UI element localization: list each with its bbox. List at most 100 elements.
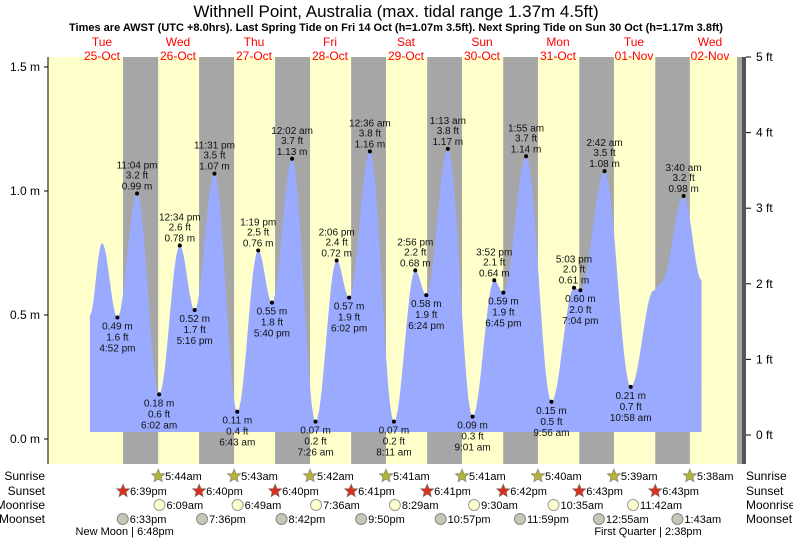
tide-time-label: 7:04 pm: [562, 316, 598, 327]
moonrise-row-label-right: Moonrise: [746, 498, 793, 512]
moonrise-icon: [153, 499, 166, 511]
tide-time-label: 1:13 am: [430, 116, 466, 127]
sunrise-time: 5:44am: [165, 471, 202, 483]
sunset-icon: [495, 483, 511, 498]
moonset-time: 12:55am: [606, 514, 649, 526]
tide-height-m-label: 0.59 m: [488, 297, 519, 308]
tide-height-m-label: 0.09 m: [457, 421, 488, 432]
tide-height-m-label: 0.99 m: [122, 181, 153, 192]
sunset-time: 6:41pm: [358, 486, 395, 498]
tide-time-label: 5:40 pm: [254, 329, 290, 340]
sunrise-time: 5:41am: [469, 471, 506, 483]
low-tide-point: [192, 308, 197, 313]
sunrise-time: 5:39am: [621, 471, 658, 483]
low-tide-point: [313, 419, 318, 424]
y-tick-label-ft: 5 ft: [756, 50, 773, 64]
tide-height-ft-label: 3.8 ft: [359, 128, 381, 139]
night-band: [737, 57, 742, 464]
sunset-time: 6:40pm: [282, 486, 319, 498]
tide-height-ft-label: 3.7 ft: [281, 136, 303, 147]
moonrise-icon: [310, 499, 323, 511]
tide-height-ft-label: 3.7 ft: [515, 133, 537, 144]
chart-subtitle: Times are AWST (UTC +8.0hrs). Last Sprin…: [69, 22, 723, 34]
day-of-week-label: Wed: [166, 35, 190, 49]
y-tick-label-m: 0.5 m: [10, 308, 40, 322]
moonrise-time: 10:35am: [561, 500, 604, 512]
moonset-time: 8:42pm: [289, 514, 326, 526]
sunrise-time: 5:41am: [393, 471, 430, 483]
sunrise-icon: [302, 468, 318, 483]
y-tick-label-ft: 3 ft: [756, 201, 773, 215]
moonset-icon: [671, 513, 684, 525]
high-tide-point: [212, 171, 217, 176]
low-tide-point: [347, 295, 352, 300]
moonset-icon: [434, 513, 447, 525]
y-tick-label-ft: 4 ft: [756, 126, 773, 140]
tide-height-ft-label: 0.5 ft: [540, 417, 562, 428]
high-tide-point: [445, 146, 450, 151]
moon-phase-label: First Quarter | 2:38pm: [594, 526, 701, 538]
tide-time-label: 6:02 am: [141, 420, 177, 431]
day-of-week-label: Mon: [546, 35, 569, 49]
y-tick-label-m: 1.0 m: [10, 184, 40, 198]
sunset-time: 6:42pm: [510, 486, 547, 498]
date-label: 01-Nov: [615, 49, 654, 63]
sunset-icon: [647, 483, 663, 498]
tide-height-ft-label: 1.9 ft: [415, 310, 437, 321]
high-tide-point: [602, 169, 607, 174]
tide-height-m-label: 0.07 m: [379, 426, 410, 437]
high-tide-point: [524, 154, 529, 159]
day-of-week-label: Tue: [92, 35, 113, 49]
tide-height-ft-label: 0.2 ft: [383, 437, 405, 448]
moonrise-time: 9:30am: [481, 500, 518, 512]
high-tide-point: [135, 191, 140, 196]
tide-time-label: 1:19 pm: [240, 218, 276, 229]
moonset-icon: [275, 513, 288, 525]
tide-height-m-label: 0.72 m: [321, 248, 352, 259]
tide-height-m-label: 0.11 m: [222, 416, 252, 427]
tide-height-ft-label: 1.9 ft: [492, 308, 514, 319]
tide-height-ft-label: 3.2 ft: [672, 173, 694, 184]
date-label: 26-Oct: [160, 49, 197, 63]
tide-time-label: 4:52 pm: [99, 343, 135, 354]
high-tide-point: [681, 193, 686, 198]
day-of-week-label: Sat: [397, 35, 416, 49]
low-tide-point: [549, 399, 554, 404]
tide-time-label: 12:02 am: [271, 126, 313, 137]
sunset-icon: [191, 483, 207, 498]
tide-height-m-label: 1.14 m: [511, 144, 542, 155]
high-tide-point: [334, 258, 339, 263]
date-label: 29-Oct: [388, 49, 425, 63]
tide-time-label: 11:31 pm: [194, 141, 235, 152]
date-label: 02-Nov: [691, 49, 730, 63]
moonrise-icon: [627, 499, 640, 511]
tide-height-ft-label: 2.6 ft: [169, 223, 191, 234]
sunset-icon: [419, 483, 435, 498]
sunrise-time: 5:42am: [317, 471, 354, 483]
sunset-row-label-right: Sunset: [746, 484, 784, 498]
day-of-week-label: Wed: [698, 35, 722, 49]
sunrise-icon: [150, 468, 166, 483]
sunrise-time: 5:43am: [241, 471, 278, 483]
low-tide-point: [235, 409, 240, 414]
moonrise-row-label: Moonrise: [0, 498, 45, 512]
sunset-row-label: Sunset: [8, 484, 46, 498]
sunset-icon: [115, 483, 131, 498]
tide-height-m-label: 1.08 m: [589, 159, 620, 170]
sunrise-icon: [682, 468, 698, 483]
tide-height-ft-label: 1.6 ft: [106, 332, 128, 343]
sunrise-icon: [606, 468, 622, 483]
tide-time-label: 11:04 pm: [117, 160, 158, 171]
moonset-icon: [116, 513, 129, 525]
moonset-time: 10:57pm: [448, 514, 491, 526]
tide-time-label: 1:55 am: [508, 123, 544, 134]
tide-time-label: 12:36 am: [349, 118, 391, 129]
low-tide-point: [269, 300, 274, 305]
high-tide-point: [492, 278, 497, 283]
tide-time-label: 9:56 am: [533, 428, 569, 439]
tide-height-m-label: 0.18 m: [144, 398, 175, 409]
tide-height-ft-label: 1.9 ft: [338, 313, 360, 324]
low-tide-point: [115, 315, 120, 320]
day-of-week-label: Thu: [244, 35, 265, 49]
tide-time-label: 5:16 pm: [177, 336, 213, 347]
